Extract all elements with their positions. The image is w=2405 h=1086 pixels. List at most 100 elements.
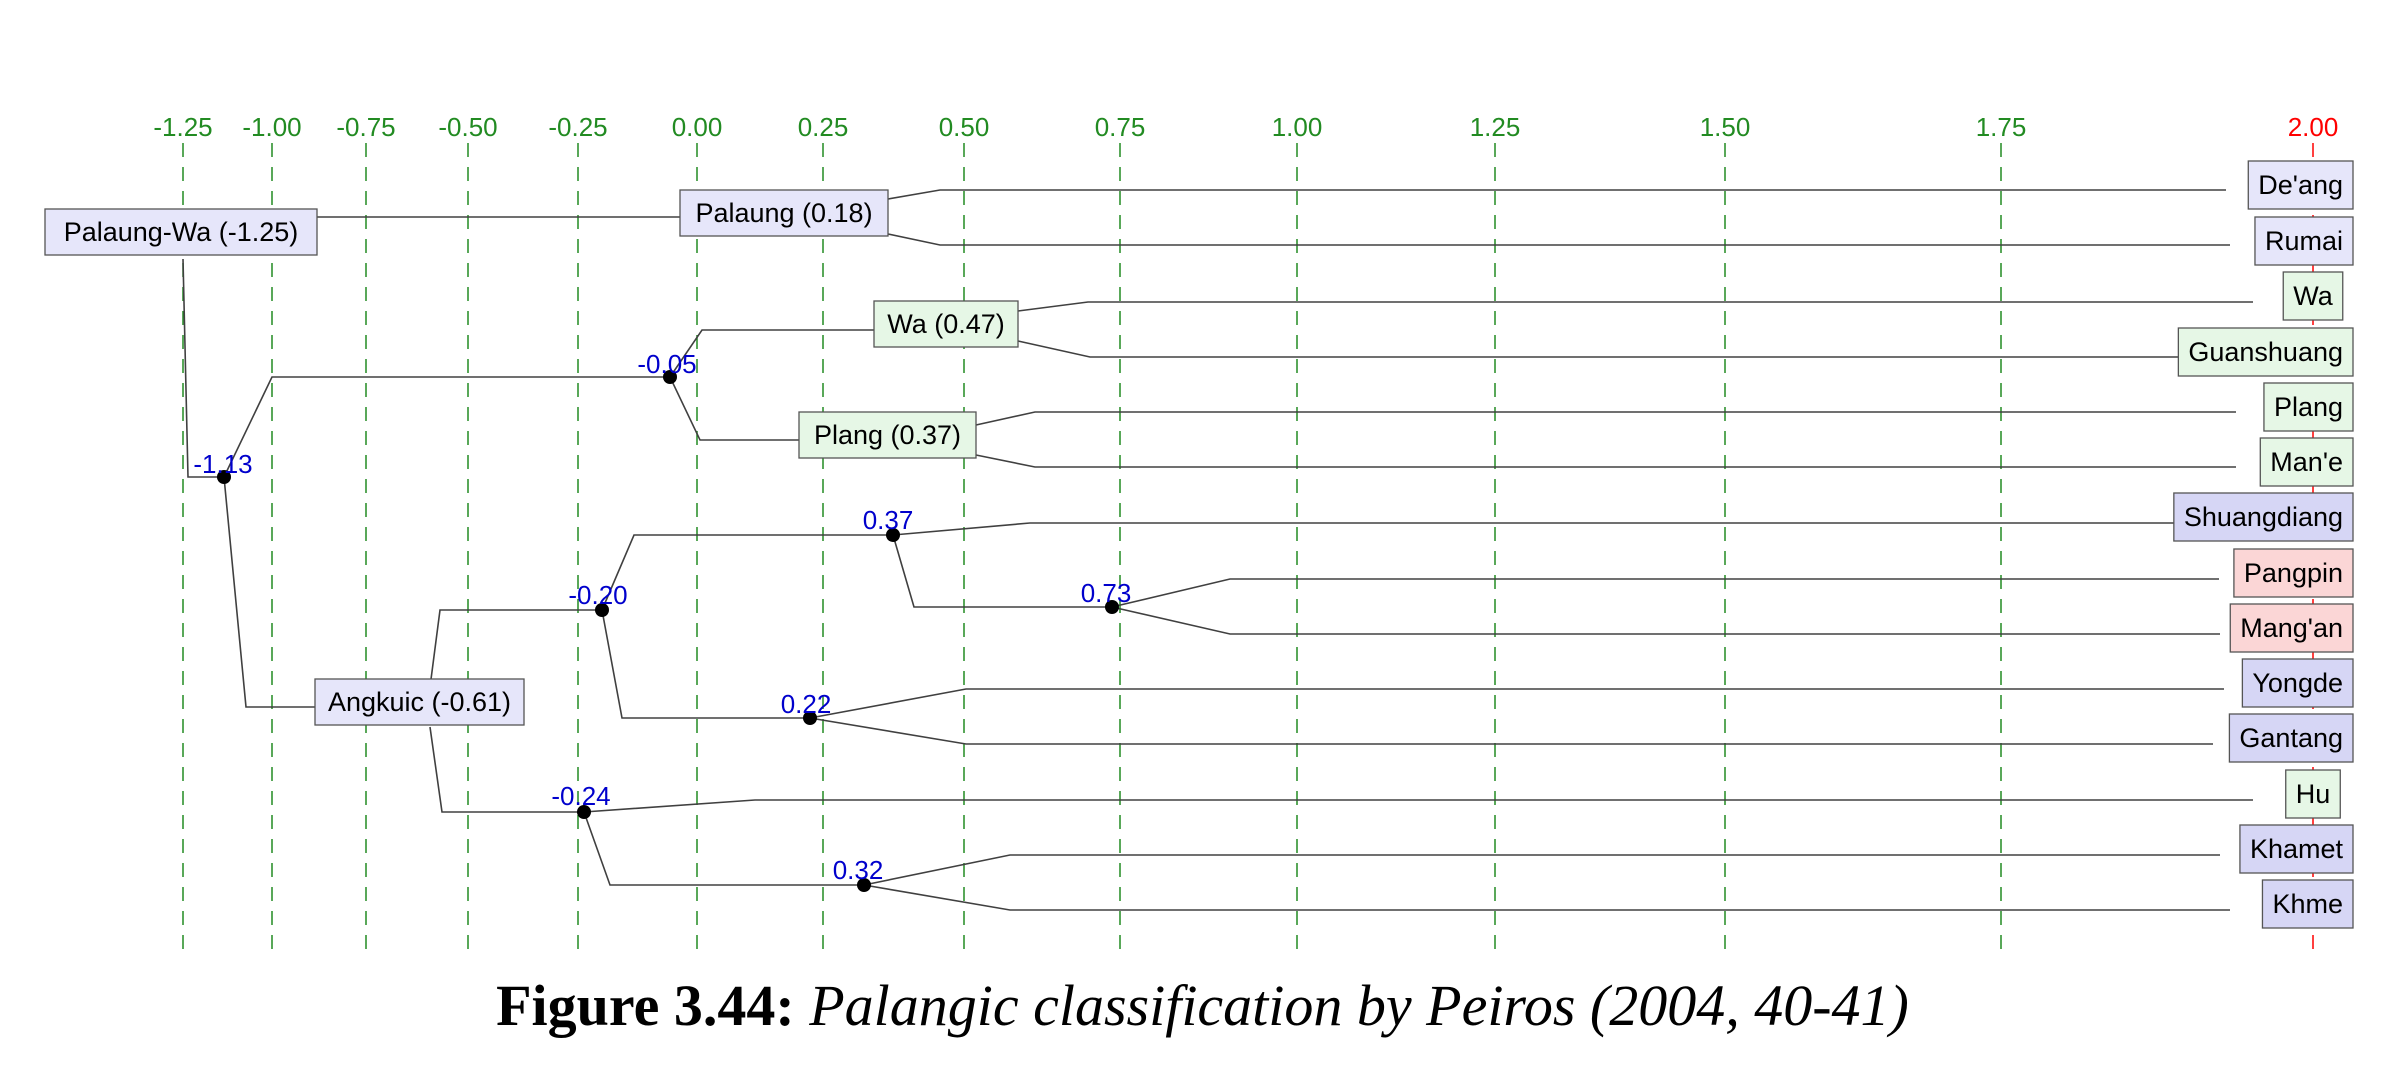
caption-text: Palangic classification by Peiros (2004,… bbox=[809, 973, 1909, 1038]
internal-node-dot bbox=[217, 470, 231, 484]
leaf-node-label: Gantang bbox=[2239, 723, 2343, 753]
axis-tick-label: 2.00 bbox=[2288, 112, 2339, 142]
axis-gridlines bbox=[182, 143, 2314, 950]
internal-node-dot bbox=[857, 878, 871, 892]
clade-node-wa: Wa (0.47) bbox=[873, 300, 1019, 348]
tree-branch bbox=[601, 609, 810, 719]
leaf-node-mane: Man'e bbox=[2259, 437, 2354, 487]
node-boxes: Palaung-Wa (-1.25) Palaung (0.18) Wa (0.47… bbox=[44, 160, 2354, 929]
leaf-node-label: De'ang bbox=[2258, 170, 2343, 200]
axis-tick-labels: -1.25 -1.00 -0.75 -0.50 -0.25 0.00 0.25 0.50 0.7… bbox=[153, 112, 2338, 142]
axis-tick-label: 1.50 bbox=[1700, 112, 1751, 142]
internal-node-dot bbox=[595, 603, 609, 617]
leaf-node-mangan: Mang'an bbox=[2229, 603, 2354, 653]
internal-node-dot bbox=[1105, 600, 1119, 614]
leaf-node-label: Hu bbox=[2296, 779, 2331, 809]
axis-tick-label: 0.50 bbox=[939, 112, 990, 142]
leaf-node-label: Man'e bbox=[2270, 447, 2343, 477]
classification-tree: -1.25 -1.00 -0.75 -0.50 -0.25 0.00 0.25 0.50 0.7… bbox=[44, 112, 2354, 950]
tree-branch bbox=[182, 258, 224, 478]
axis-tick-label: 0.75 bbox=[1095, 112, 1146, 142]
tree-branch bbox=[1111, 578, 2219, 608]
node-age-label: -0.05 bbox=[637, 349, 696, 379]
clade-node-label: Wa (0.47) bbox=[887, 309, 1005, 339]
axis-tick-label: -1.00 bbox=[242, 112, 301, 142]
axis-tick-label: -1.25 bbox=[153, 112, 212, 142]
leaf-node-shuangdiang: Shuangdiang bbox=[2173, 492, 2354, 542]
leaf-node-hu: Hu bbox=[2285, 769, 2341, 819]
leaf-node-khme: Khme bbox=[2261, 879, 2354, 929]
tree-branch bbox=[1111, 606, 2220, 635]
node-age-label: 0.37 bbox=[863, 505, 914, 535]
node-age-label: 0.22 bbox=[781, 689, 832, 719]
leaf-node-label: Yongde bbox=[2252, 668, 2343, 698]
tree-branch bbox=[892, 522, 2181, 536]
tree-branch bbox=[887, 233, 2230, 246]
leaf-node-box bbox=[2241, 658, 2354, 708]
clade-node-box bbox=[314, 678, 525, 726]
leaf-node-box bbox=[2263, 382, 2354, 432]
leaf-node-box bbox=[2173, 492, 2354, 542]
internal-node-dot bbox=[577, 805, 591, 819]
leaf-node-box bbox=[2282, 271, 2344, 321]
leaf-node-label: Wa bbox=[2293, 281, 2333, 311]
leaf-node-khamet: Khamet bbox=[2239, 824, 2354, 874]
leaf-node-label: Khme bbox=[2272, 889, 2343, 919]
leaf-node-box bbox=[2229, 603, 2354, 653]
internal-node-ages: -1.13 -0.05 -0.20 0.37 0.73 0.22 -0.24 0.32 bbox=[193, 349, 1131, 885]
internal-node-dot bbox=[803, 711, 817, 725]
clade-node-box bbox=[679, 189, 889, 237]
axis-tick-label: -0.50 bbox=[438, 112, 497, 142]
leaf-node-box bbox=[2259, 437, 2354, 487]
axis-tick-label: 1.00 bbox=[1272, 112, 1323, 142]
leaf-node-label: Pangpin bbox=[2244, 558, 2343, 588]
leaf-node-pangpin: Pangpin bbox=[2233, 548, 2354, 598]
tree-branch bbox=[1017, 340, 2189, 358]
leaf-node-wa-leaf: Wa bbox=[2282, 271, 2344, 321]
leaf-node-gantang: Gantang bbox=[2228, 713, 2354, 763]
leaf-node-box bbox=[2177, 327, 2354, 377]
tree-branch bbox=[583, 811, 864, 886]
leaf-node-plang-leaf: Plang bbox=[2263, 382, 2354, 432]
leaf-node-box bbox=[2228, 713, 2354, 763]
tree-branch bbox=[975, 454, 2236, 468]
node-age-label: -0.24 bbox=[551, 781, 610, 811]
caption-prefix: Figure 3.44: bbox=[496, 973, 795, 1038]
tree-branch bbox=[892, 534, 1112, 608]
axis-tick-label: 0.00 bbox=[672, 112, 723, 142]
clade-node-label: Palaung-Wa (-1.25) bbox=[64, 217, 299, 247]
leaf-node-box bbox=[2285, 769, 2341, 819]
leaf-node-label: Guanshuang bbox=[2188, 337, 2343, 367]
tree-branch bbox=[863, 884, 2230, 911]
clade-node-label: Angkuic (-0.61) bbox=[328, 687, 511, 717]
tree-branch bbox=[975, 411, 2236, 426]
tree-branch bbox=[669, 329, 874, 378]
clade-node-plang: Plang (0.37) bbox=[798, 411, 977, 459]
tree-branch bbox=[223, 476, 315, 708]
clade-node-label: Palaung (0.18) bbox=[695, 198, 872, 228]
tree-branch bbox=[601, 534, 893, 611]
node-age-label: -0.20 bbox=[568, 580, 627, 610]
internal-node-dots bbox=[217, 370, 1119, 892]
internal-node-dot bbox=[886, 528, 900, 542]
leaf-node-label: Khamet bbox=[2250, 834, 2344, 864]
tree-branch bbox=[887, 189, 2226, 200]
axis-tick-label: -0.25 bbox=[548, 112, 607, 142]
leaf-node-box bbox=[2254, 216, 2354, 266]
leaf-node-box bbox=[2233, 548, 2354, 598]
clade-node-angkuic: Angkuic (-0.61) bbox=[314, 678, 525, 726]
node-age-label: 0.32 bbox=[833, 855, 884, 885]
clade-node-palaung: Palaung (0.18) bbox=[679, 189, 889, 237]
tree-branch bbox=[223, 376, 670, 478]
leaf-node-deang: De'ang bbox=[2247, 160, 2354, 210]
leaf-node-box bbox=[2261, 879, 2354, 929]
tree-branches bbox=[182, 189, 2253, 911]
node-age-label: -1.13 bbox=[193, 449, 252, 479]
leaf-node-box bbox=[2239, 824, 2354, 874]
leaf-node-box bbox=[2247, 160, 2354, 210]
clade-node-palaung-wa: Palaung-Wa (-1.25) bbox=[44, 208, 318, 256]
axis-tick-label: -0.75 bbox=[336, 112, 395, 142]
leaf-node-label: Rumai bbox=[2265, 226, 2343, 256]
clade-node-box bbox=[798, 411, 977, 459]
tree-branch bbox=[583, 799, 2253, 813]
